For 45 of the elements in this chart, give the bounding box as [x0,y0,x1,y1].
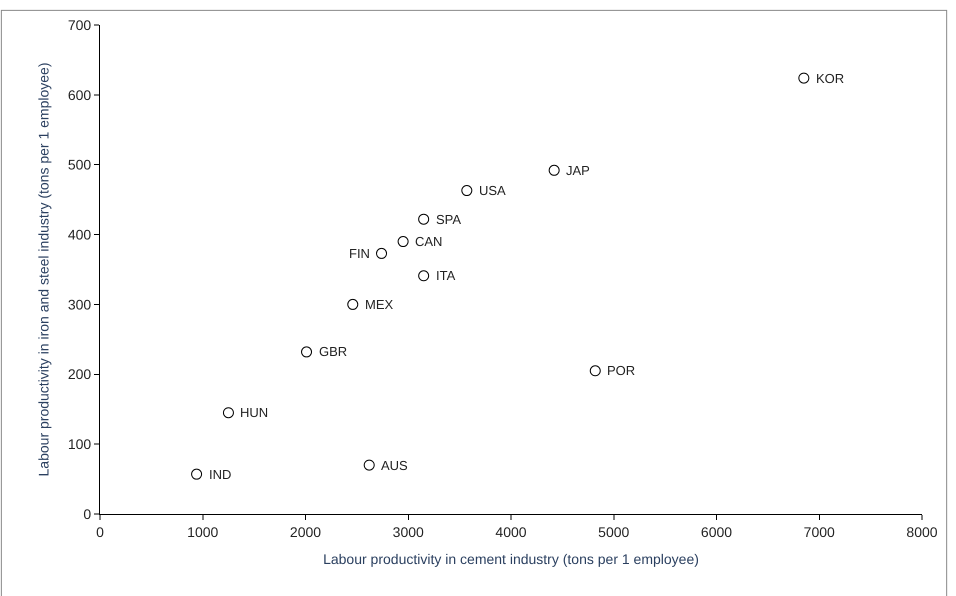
annotation: USA [479,183,506,198]
point [548,164,560,176]
point [347,298,358,310]
point [364,460,375,471]
y-tick-label: 600 [68,86,92,103]
point [301,346,312,358]
x-tick-label: 7000 [804,524,836,540]
point [398,236,409,248]
annotation: KOR [816,71,844,86]
x-tick-label: 6000 [700,524,732,540]
annotation: GBR [319,344,348,359]
point [798,72,810,84]
annotation: IND [209,467,232,482]
x-tick-label: 4000 [495,524,527,540]
x-tick-label: 5000 [598,524,630,540]
x-tick-label: 2000 [290,524,322,540]
point [461,185,472,196]
point [590,365,601,376]
y-tick-label: 0 [83,506,92,522]
annotation: POR [607,363,636,378]
y-tick-label: 400 [68,226,92,242]
annotation: CAN [415,234,442,249]
y-tick-label: 700 [68,16,92,33]
y-tick-label: 200 [68,366,92,382]
x-tick-label: 0 [96,524,104,540]
point [376,248,388,259]
annotation: JAP [566,163,590,178]
y-tick-label: 500 [68,156,92,173]
annotation: AUS [381,458,408,473]
annotation: ITA [436,268,456,283]
point [418,214,430,225]
annotation: HUN [240,405,268,420]
x-axis-title: Labour productivity in cement industry (tons per 1 employee) [323,551,699,568]
annotation: FIN [349,246,370,261]
point [418,270,430,282]
x-tick-label: 1000 [187,524,219,540]
point [222,407,234,418]
y-axis-title: Labour productivity in iron and steel industry (tons per 1 employee) [35,62,52,476]
annotation: SPA [436,212,462,227]
point [191,468,202,480]
x-tick-label: 8000 [906,524,938,540]
y-tick-label: 300 [68,296,92,312]
y-tick-label: 100 [68,436,92,452]
annotation: MEX [365,297,394,312]
x-tick-label: 3000 [392,524,424,540]
